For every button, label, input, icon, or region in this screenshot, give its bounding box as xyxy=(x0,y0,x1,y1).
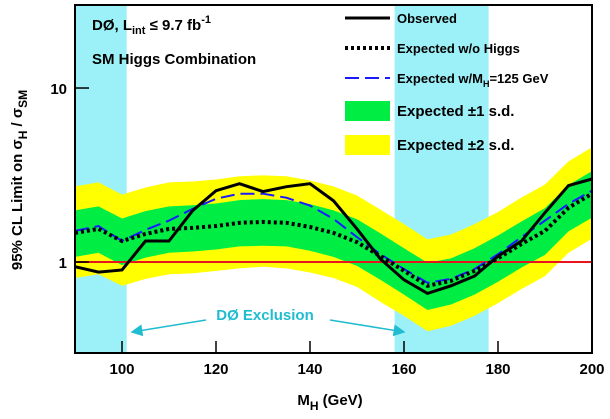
arrow xyxy=(329,319,406,337)
x-tick-label: 180 xyxy=(485,361,510,378)
legend-label: Expected w/o Higgs xyxy=(397,41,520,56)
plot-layers: 100 120 140 160 180 200 1 10 xyxy=(50,4,605,378)
x-tick-label: 200 xyxy=(579,361,604,378)
y-tick-label: 10 xyxy=(50,81,67,98)
x-tick-label: 160 xyxy=(391,361,416,378)
x-tick-label: 140 xyxy=(297,361,322,378)
legend-label: Expected ±2 s.d. xyxy=(397,137,514,154)
x-axis-label: MH (GeV) xyxy=(297,392,362,413)
legend-label: Expected ±1 s.d. xyxy=(397,103,514,120)
legend-text: H xyxy=(483,79,490,89)
excluded-region xyxy=(75,5,127,353)
x-tick-label: 100 xyxy=(109,361,134,378)
exclusion-label: DØ Exclusion xyxy=(216,307,314,324)
y-tick-label: 1 xyxy=(59,255,67,272)
series-line xyxy=(74,191,594,288)
series-line xyxy=(74,177,593,296)
legend-text: =125 GeV xyxy=(489,71,548,86)
legend-label: Observed xyxy=(397,11,457,26)
legend-label: Expected w/MH=125 GeV xyxy=(397,71,549,89)
legend-text: Expected w/o Higgs xyxy=(397,41,520,56)
legend-swatch xyxy=(345,101,390,121)
annotation: SM Higgs Combination xyxy=(92,51,256,68)
legend-swatch xyxy=(345,135,390,155)
x-tick-label: 120 xyxy=(203,361,228,378)
legend-text: Expected w/M xyxy=(397,71,483,86)
y-axis-label: 95% CL Limit on σH / σSM xyxy=(9,90,30,270)
annotation: DØ, Lint ≤ 9.7 fb-1 xyxy=(92,14,211,37)
legend-text: Observed xyxy=(397,11,457,26)
arrow xyxy=(130,319,207,337)
plot-frame xyxy=(74,4,593,354)
